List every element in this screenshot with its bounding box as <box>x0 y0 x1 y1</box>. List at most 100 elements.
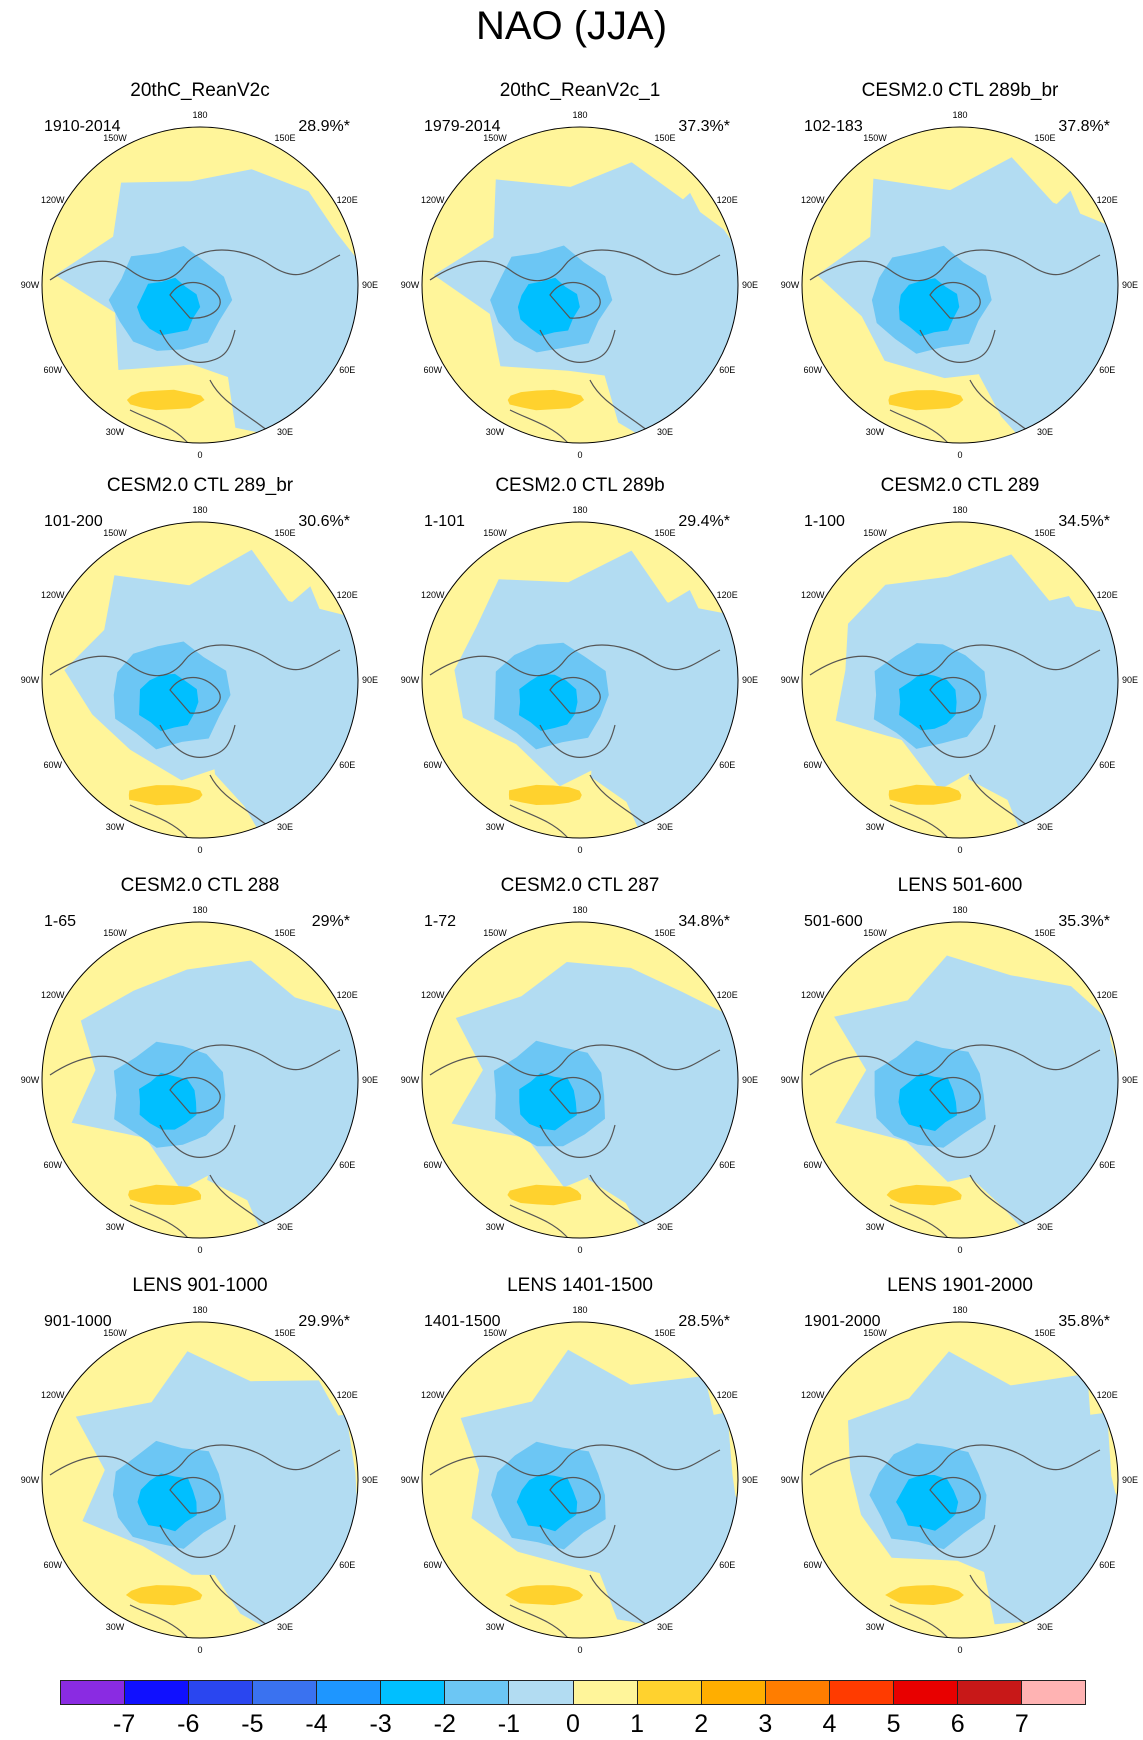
panel-period: 901-1000 <box>44 1313 112 1330</box>
longitude-label: 120E <box>1097 590 1118 600</box>
longitude-label: 120E <box>337 590 358 600</box>
longitude-label: 150W <box>863 528 887 538</box>
polar-map: 180 150E 120E 90E 60E 30E 0 30W 60W 90W 120W 150W <box>781 1305 1138 1655</box>
longitude-label: 60W <box>44 365 63 375</box>
longitude-label: 90E <box>1122 1475 1138 1485</box>
colorbar-tick-label: -4 <box>305 1710 328 1738</box>
panel-title: CESM2.0 CTL 289b <box>495 475 665 496</box>
colorbar-swatch <box>573 1681 638 1704</box>
longitude-label: 120W <box>41 195 65 205</box>
positive-anomaly-core <box>507 1184 582 1206</box>
colorbar-tick-label: -1 <box>497 1710 520 1738</box>
longitude-label: 90W <box>21 1475 40 1485</box>
longitude-label: 180 <box>192 110 207 120</box>
coastline <box>129 804 221 838</box>
panel-period: 1-65 <box>44 913 77 930</box>
map-boundary <box>41 126 359 444</box>
longitude-label: 60W <box>424 1560 443 1570</box>
colorbar-tick-label: 6 <box>950 1710 965 1738</box>
longitude-label: 90W <box>401 280 420 290</box>
longitude-label: 30E <box>1037 1622 1053 1632</box>
longitude-label: 60W <box>44 1560 63 1570</box>
colorbar-swatch <box>61 1681 126 1704</box>
coastline <box>539 1524 616 1558</box>
positive-anomaly-core <box>128 1184 202 1205</box>
longitude-label: 30W <box>866 427 885 437</box>
colorbar-tick-label: -3 <box>369 1710 392 1738</box>
colorbar-swatch <box>253 1681 318 1704</box>
coastline <box>429 1044 721 1077</box>
longitude-label: 30W <box>106 1222 125 1232</box>
longitude-label: 180 <box>572 505 587 515</box>
longitude-label: 120E <box>1097 1390 1118 1400</box>
longitude-label: 30E <box>657 1622 673 1632</box>
polar-map: 180 150E 120E 90E 60E 30E 0 30W 60W 90W 120W 150W <box>401 1305 758 1655</box>
panel-variance-percent: 30.6%* <box>298 513 350 530</box>
longitude-label: 60E <box>339 760 355 770</box>
positive-anomaly-core <box>508 784 582 805</box>
polar-map: 180 150E 120E 90E 60E 30E 0 30W 60W 90W 120W 150W <box>781 505 1138 855</box>
panel-period: 1-100 <box>804 513 845 530</box>
coastline <box>509 409 601 443</box>
longitude-label: 30W <box>486 1222 505 1232</box>
panel-variance-percent: 28.5%* <box>678 1313 730 1330</box>
longitude-label: 0 <box>577 1645 582 1655</box>
colorbar-tick-label: -7 <box>113 1710 136 1738</box>
map-panel: CESM2.0 CTL 289b_br 102-183 37.8%* 180 150E 1… <box>770 80 1143 480</box>
panel-period: 1401-1500 <box>424 1313 501 1330</box>
coastline <box>929 677 981 714</box>
coastline <box>549 282 601 319</box>
colorbar-tick-label: -6 <box>177 1710 200 1738</box>
longitude-label: 90E <box>362 1475 378 1485</box>
longitude-label: 150W <box>103 1328 127 1338</box>
map-boundary <box>421 921 739 1239</box>
longitude-label: 90W <box>781 675 800 685</box>
longitude-label: 90W <box>781 280 800 290</box>
negative-anomaly-core <box>898 1072 958 1131</box>
coastline <box>159 1124 236 1158</box>
panel-variance-percent: 29%* <box>311 913 350 930</box>
positive-anomaly-core <box>125 1585 203 1606</box>
colorbar-labels: -7 -6 -5 -4 -3 -2 -1 0 1 2 3 4 5 6 7 <box>0 1710 1143 1740</box>
colorbar-tick-label: 3 <box>758 1710 773 1738</box>
longitude-label: 120W <box>41 1390 65 1400</box>
coastline <box>809 1044 1101 1077</box>
polar-map: 180 150E 120E 90E 60E 30E 0 30W 60W 90W 120W 150W <box>401 110 758 460</box>
longitude-label: 120W <box>801 195 825 205</box>
colorbar-tick-label: -2 <box>433 1710 456 1738</box>
map-panel: LENS 1401-1500 1401-1500 28.5%* 180 150E 120E… <box>390 1275 770 1675</box>
colorbar-swatch <box>125 1681 190 1704</box>
polar-map: 180 150E 120E 90E 60E 30E 0 30W 60W 90W 120W 150W <box>401 905 758 1255</box>
polar-map: 180 150E 120E 90E 60E 30E 0 30W 60W 90W 120W 150W <box>781 110 1138 460</box>
map-boundary <box>41 1321 359 1639</box>
longitude-label: 150W <box>103 133 127 143</box>
positive-anomaly-core <box>126 389 205 411</box>
longitude-label: 90W <box>401 1475 420 1485</box>
longitude-label: 150E <box>1034 1328 1055 1338</box>
longitude-label: 150E <box>654 133 675 143</box>
longitude-label: 150W <box>483 1328 507 1338</box>
positive-anomaly-core <box>128 785 203 806</box>
panel-variance-percent: 35.8%* <box>1058 1313 1110 1330</box>
coastline <box>549 677 601 714</box>
panel-period: 1-101 <box>424 513 465 530</box>
longitude-label: 150E <box>654 528 675 538</box>
panel-period: 501-600 <box>804 913 863 930</box>
longitude-label: 90E <box>362 280 378 290</box>
longitude-label: 150W <box>863 928 887 938</box>
colorbar-tick-label: 2 <box>694 1710 709 1738</box>
longitude-label: 150W <box>103 528 127 538</box>
panel-title: LENS 1401-1500 <box>507 1275 653 1296</box>
map-panel: CESM2.0 CTL 287 1-72 34.8%* 180 150E 120E 90E 6… <box>390 875 770 1275</box>
longitude-label: 90E <box>742 1075 758 1085</box>
longitude-label: 60E <box>1099 365 1115 375</box>
longitude-label: 90E <box>362 1075 378 1085</box>
coastline <box>809 1444 1101 1477</box>
negative-anomaly-core <box>516 1474 578 1532</box>
map-panel: LENS 501-600 501-600 35.3%* 180 150E 120E 90E 6… <box>770 875 1143 1275</box>
colorbar-swatch <box>509 1681 574 1704</box>
longitude-label: 180 <box>572 905 587 915</box>
longitude-label: 30E <box>657 427 673 437</box>
negative-anomaly-core <box>898 278 960 337</box>
coastline <box>929 282 981 319</box>
